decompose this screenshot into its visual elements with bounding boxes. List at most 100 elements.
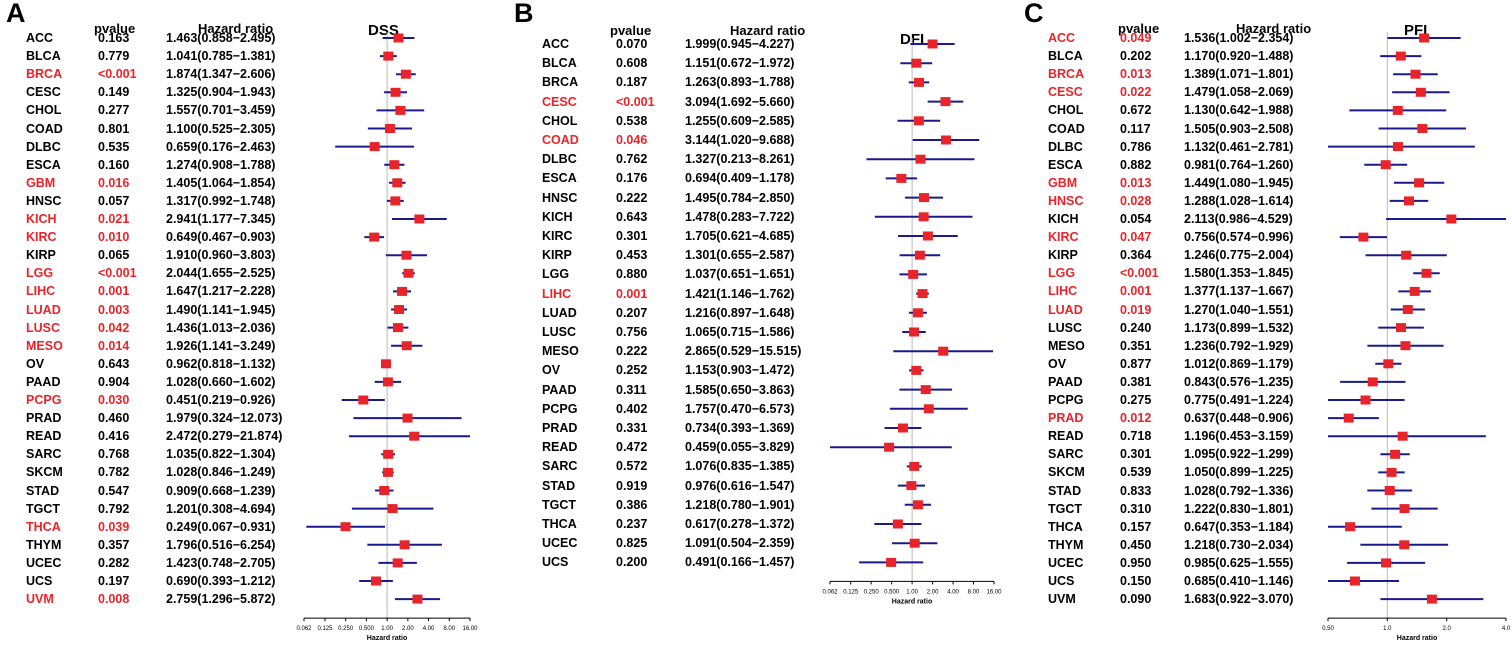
hazard-ratio-point [387,504,398,514]
pvalue-cell: 0.416 [98,429,130,444]
hazard-ratio-cell: 2.865(0.529−15.515) [685,344,802,359]
hazard-ratio-cell: 2.941(1.177−7.345) [166,212,276,226]
pvalue-cell: 0.054 [1120,212,1152,226]
hazard-ratio-point [906,481,917,491]
cancer-name: LGG [542,267,570,282]
pvalue-cell: 0.187 [616,75,648,90]
x-tick-label: 0.500 [359,626,375,632]
hazard-ratio-point [409,431,420,441]
pvalue-cell: 0.786 [1120,139,1152,154]
pvalue-cell: 0.160 [98,157,130,172]
cancer-name: KIRP [542,248,572,263]
pvalue-cell: 0.008 [98,592,130,607]
hazard-ratio-point [1380,160,1391,170]
hazard-ratio-point [394,305,405,314]
cancer-name: UCEC [26,555,62,570]
x-tick-label: 0.250 [338,626,354,632]
pvalue-cell: 0.825 [616,536,648,551]
pvalue-cell: 0.301 [616,229,648,243]
pvalue-cell: 0.013 [1120,175,1152,190]
pvalue-cell: 0.792 [98,501,130,516]
cancer-name: TGCT [542,497,577,512]
cancer-name: CESC [26,85,61,100]
hazard-ratio-point [940,135,951,145]
x-tick-label: 0.062 [296,626,312,632]
hazard-ratio-point [896,173,907,183]
hazard-ratio-point [1414,178,1425,188]
cancer-name: OV [542,363,561,378]
hazard-ratio-point [1386,467,1397,477]
hazard-ratio-cell: 0.775(0.491−1.224) [1184,393,1294,407]
hazard-ratio-point [401,341,412,351]
pvalue-cell: 0.768 [98,447,130,462]
hazard-ratio-cell: 1.490(1.141−1.945) [166,302,276,317]
cancer-name: READ [26,429,62,444]
panel-label: A [6,0,26,28]
x-tick-label: 4.00 [947,589,959,595]
panel-dss: A pvalue Hazard ratio DSS ACC 0.163 1.463(… [0,0,500,645]
hazard-ratio-cell: 1.076(0.835−1.385) [685,459,795,474]
hazard-ratio-cell: 1.246(0.775−2.004) [1184,248,1294,263]
pvalue-cell: 0.197 [98,574,130,588]
hazard-ratio-point [1419,33,1430,43]
hazard-ratio-cell: 1.478(0.283−7.722) [685,209,795,224]
cancer-name: UVM [26,592,54,607]
x-tick-label: 1.0 [1383,626,1392,632]
hazard-ratio-cell: 1.327(0.213−8.261) [685,152,795,167]
hazard-ratio-point [1399,504,1410,514]
x-tick-label: 0.500 [884,589,900,595]
hazard-ratio-point [403,268,414,278]
x-tick-label: 2.00 [402,626,414,632]
hazard-ratio-point [1403,196,1414,206]
hazard-ratio-point [1392,142,1403,152]
hazard-ratio-point [1358,232,1369,242]
hazard-ratio-point [371,576,382,586]
hazard-ratio-point [1402,305,1413,314]
hazard-ratio-point [914,77,925,87]
cancer-name: LUSC [26,320,61,335]
hazard-ratio-cell: 1.153(0.903−1.472) [685,363,795,378]
cancer-name: STAD [26,483,60,498]
pvalue-cell: 0.402 [616,401,648,416]
cancer-name: HNSC [1048,193,1084,208]
cancer-name: SARC [542,459,578,474]
x-tick-label: 4.0 [1502,626,1511,632]
hazard-ratio-point [897,423,908,433]
hazard-ratio-cell: 2.759(1.296−5.872) [166,592,276,607]
hazard-ratio-point [392,323,403,333]
pvalue-cell: 0.252 [616,363,648,378]
pvalue-cell: 0.301 [1120,447,1152,462]
pvalue-cell: 0.021 [98,212,130,226]
hazard-ratio-cell: 1.580(1.353−1.845) [1184,266,1294,281]
hazard-ratio-cell: 1.173(0.899−1.532) [1184,320,1294,335]
pvalue-header: pvalue [94,21,136,36]
hazard-ratio-point [912,308,923,318]
hazard-ratio-point [1367,377,1378,387]
hazard-ratio-point [402,413,413,423]
hazard-ratio-cell: 1.405(1.064−1.854) [166,175,276,190]
hazard-ratio-cell: 0.962(0.818−1.132) [166,356,276,371]
hazard-ratio-point [397,286,408,296]
hazard-ratio-cell: 1.705(0.621−4.685) [685,229,795,243]
hazard-ratio-cell: 1.095(0.922−1.299) [1184,447,1294,462]
pvalue-cell: 0.065 [98,248,130,263]
pvalue-cell: <0.001 [1120,266,1159,281]
hazard-ratio-point [1400,341,1411,351]
pvalue-cell: 0.762 [616,152,648,167]
hazard-ratio-point [913,116,924,126]
hazard-ratio-point [920,385,931,395]
pvalue-cell: 0.090 [1120,592,1152,607]
hazard-ratio-cell: 1.874(1.347−2.606) [166,67,276,82]
cancer-name: PCPG [26,393,62,407]
hazard-ratio-cell: 1.505(0.903−2.508) [1184,121,1294,136]
cancer-name: STAD [542,478,576,493]
hazard-ratio-cell: 1.274(0.908−1.788) [166,157,276,172]
hazard-ratio-cell: 1.037(0.651−1.651) [685,267,795,282]
pvalue-cell: 0.157 [1120,519,1152,534]
hazard-ratio-point [390,196,401,206]
cancer-name: BLCA [1048,49,1083,64]
hazard-ratio-cell: 2.113(0.986−4.529) [1184,212,1293,226]
hazard-ratio-cell: 1.151(0.672−1.972) [685,56,795,71]
hazard-ratio-point [884,442,895,452]
hazard-ratio-cell: 1.288(1.028−1.614) [1184,193,1294,208]
